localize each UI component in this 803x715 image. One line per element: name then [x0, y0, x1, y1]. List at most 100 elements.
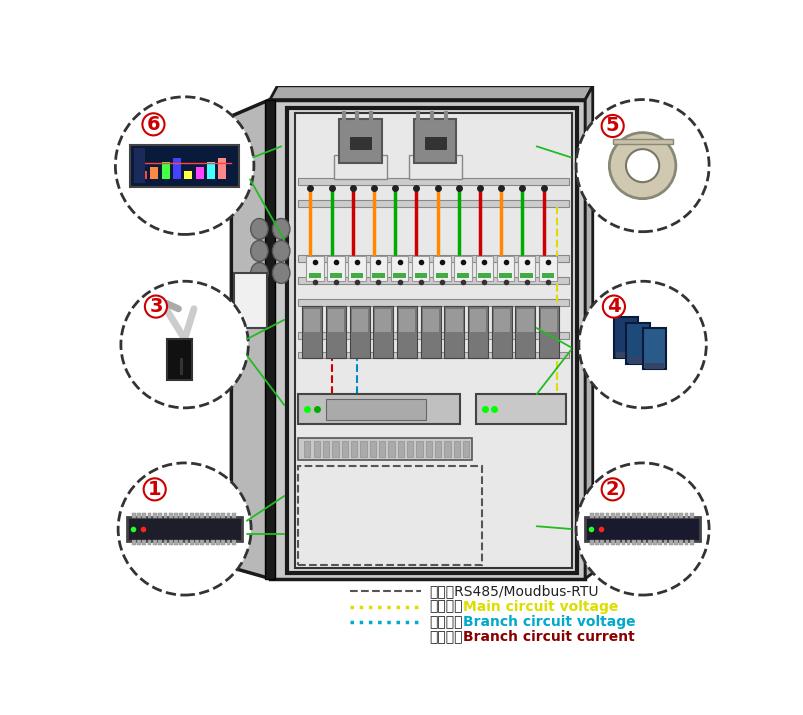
FancyBboxPatch shape [339, 119, 381, 163]
FancyBboxPatch shape [679, 513, 683, 518]
FancyBboxPatch shape [195, 513, 198, 518]
FancyBboxPatch shape [397, 306, 417, 358]
Polygon shape [585, 86, 592, 578]
FancyBboxPatch shape [626, 513, 630, 518]
FancyBboxPatch shape [169, 541, 173, 545]
FancyBboxPatch shape [360, 441, 366, 458]
FancyBboxPatch shape [414, 119, 456, 163]
Ellipse shape [578, 281, 706, 408]
FancyBboxPatch shape [540, 309, 556, 332]
FancyBboxPatch shape [516, 309, 533, 332]
FancyBboxPatch shape [689, 541, 693, 545]
FancyBboxPatch shape [621, 541, 625, 545]
FancyBboxPatch shape [265, 99, 275, 578]
FancyBboxPatch shape [298, 332, 569, 339]
Text: 3: 3 [149, 297, 162, 316]
FancyBboxPatch shape [475, 257, 492, 281]
Ellipse shape [272, 262, 290, 283]
FancyBboxPatch shape [499, 273, 512, 278]
FancyBboxPatch shape [393, 273, 406, 278]
FancyBboxPatch shape [298, 277, 569, 284]
Polygon shape [231, 99, 270, 578]
FancyBboxPatch shape [605, 541, 609, 545]
FancyBboxPatch shape [600, 513, 603, 518]
FancyBboxPatch shape [308, 273, 320, 278]
FancyBboxPatch shape [397, 441, 403, 458]
FancyBboxPatch shape [612, 139, 671, 144]
FancyBboxPatch shape [185, 541, 188, 545]
FancyBboxPatch shape [628, 358, 646, 364]
FancyBboxPatch shape [206, 162, 214, 179]
FancyBboxPatch shape [158, 541, 161, 545]
FancyBboxPatch shape [349, 137, 370, 149]
FancyBboxPatch shape [326, 306, 345, 358]
FancyBboxPatch shape [332, 441, 338, 458]
FancyBboxPatch shape [610, 513, 614, 518]
FancyBboxPatch shape [132, 513, 136, 518]
FancyBboxPatch shape [515, 306, 535, 358]
FancyBboxPatch shape [129, 144, 239, 187]
FancyBboxPatch shape [351, 441, 357, 458]
FancyBboxPatch shape [218, 158, 226, 179]
FancyBboxPatch shape [616, 513, 619, 518]
FancyBboxPatch shape [605, 513, 609, 518]
FancyBboxPatch shape [373, 306, 393, 358]
FancyBboxPatch shape [478, 273, 490, 278]
Text: 2: 2 [605, 480, 619, 499]
Ellipse shape [251, 262, 267, 283]
FancyBboxPatch shape [616, 541, 619, 545]
FancyBboxPatch shape [349, 306, 369, 358]
FancyBboxPatch shape [167, 339, 192, 380]
Polygon shape [270, 86, 592, 99]
FancyBboxPatch shape [150, 167, 158, 179]
FancyBboxPatch shape [631, 513, 635, 518]
FancyBboxPatch shape [298, 438, 472, 460]
FancyBboxPatch shape [520, 273, 532, 278]
FancyBboxPatch shape [190, 541, 194, 545]
FancyBboxPatch shape [541, 273, 553, 278]
FancyBboxPatch shape [647, 513, 650, 518]
FancyBboxPatch shape [610, 541, 614, 545]
FancyBboxPatch shape [163, 541, 167, 545]
FancyBboxPatch shape [153, 513, 157, 518]
Text: 主路电压: 主路电压 [428, 600, 462, 613]
Text: Main circuit voltage: Main circuit voltage [462, 600, 618, 613]
FancyBboxPatch shape [493, 309, 509, 332]
FancyBboxPatch shape [216, 541, 220, 545]
FancyBboxPatch shape [621, 513, 625, 518]
FancyBboxPatch shape [475, 394, 565, 425]
FancyBboxPatch shape [378, 441, 385, 458]
FancyBboxPatch shape [684, 541, 687, 545]
FancyBboxPatch shape [184, 171, 192, 179]
FancyBboxPatch shape [298, 300, 569, 306]
Ellipse shape [576, 463, 708, 595]
FancyBboxPatch shape [142, 513, 146, 518]
FancyBboxPatch shape [179, 358, 182, 375]
FancyBboxPatch shape [416, 441, 422, 458]
FancyBboxPatch shape [173, 158, 181, 179]
FancyBboxPatch shape [662, 541, 666, 545]
FancyBboxPatch shape [195, 541, 198, 545]
FancyBboxPatch shape [658, 541, 661, 545]
FancyBboxPatch shape [406, 441, 413, 458]
FancyBboxPatch shape [216, 513, 220, 518]
FancyBboxPatch shape [539, 306, 558, 358]
FancyBboxPatch shape [334, 154, 387, 179]
FancyBboxPatch shape [174, 513, 177, 518]
FancyBboxPatch shape [444, 306, 464, 358]
Ellipse shape [626, 149, 658, 182]
FancyBboxPatch shape [206, 513, 209, 518]
FancyBboxPatch shape [234, 273, 267, 328]
Text: Branch circuit current: Branch circuit current [462, 631, 634, 644]
FancyBboxPatch shape [298, 394, 459, 425]
FancyBboxPatch shape [631, 541, 635, 545]
Text: 分路电流: 分路电流 [428, 631, 462, 644]
FancyBboxPatch shape [684, 513, 687, 518]
FancyBboxPatch shape [304, 309, 320, 332]
FancyBboxPatch shape [626, 322, 650, 364]
FancyBboxPatch shape [210, 541, 214, 545]
FancyBboxPatch shape [674, 513, 677, 518]
FancyBboxPatch shape [662, 513, 666, 518]
FancyBboxPatch shape [158, 513, 161, 518]
Ellipse shape [576, 99, 708, 232]
